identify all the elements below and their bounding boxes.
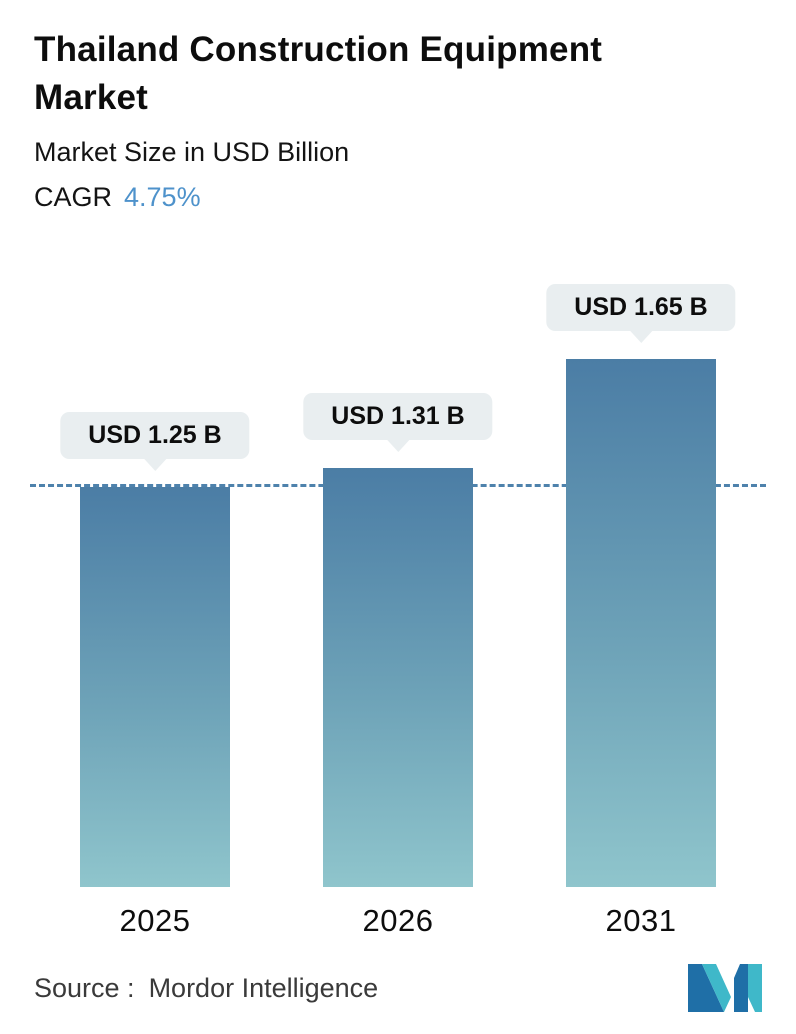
bar-2026	[323, 467, 473, 887]
data-label-pointer-icon	[629, 330, 652, 343]
data-label-2031: USD 1.65 B	[546, 283, 736, 343]
bars-row: USD 1.25 B USD 1.31 B USD 1.65 B	[34, 275, 762, 887]
x-axis-label-2031: 2031	[605, 902, 677, 938]
data-label-pointer-icon	[143, 458, 166, 471]
bar-group-2025: USD 1.25 B	[60, 275, 250, 887]
data-label-2025: USD 1.25 B	[60, 411, 250, 471]
source-label: Source :	[34, 972, 135, 1003]
cagr-row: CAGR 4.75%	[34, 182, 762, 213]
chart-title: Thailand Construction Equipment Market	[34, 30, 603, 118]
x-axis-label-2026: 2026	[362, 902, 434, 938]
data-label-pill: USD 1.25 B	[60, 411, 250, 459]
data-label-pointer-icon	[386, 439, 409, 452]
bar-chart: USD 1.25 B USD 1.31 B USD 1.65 B	[30, 275, 766, 887]
x-axis-labels: 2025 2026 2031	[34, 903, 762, 939]
bar-2025	[80, 486, 230, 887]
data-label-pill: USD 1.31 B	[303, 392, 493, 440]
x-axis-label-2025: 2025	[119, 902, 191, 938]
data-label-pill: USD 1.65 B	[546, 283, 736, 331]
source-value: Mordor Intelligence	[148, 972, 379, 1003]
bar-group-2026: USD 1.31 B	[303, 275, 493, 887]
cagr-label: CAGR	[34, 181, 113, 212]
source-attribution: Source : Mordor Intelligence	[34, 973, 378, 1004]
bar-group-2031: USD 1.65 B	[546, 275, 736, 887]
footer: Source : Mordor Intelligence	[34, 964, 762, 1034]
bar-2031	[566, 358, 716, 887]
data-label-2026: USD 1.31 B	[303, 392, 493, 452]
chart-subtitle: Market Size in USD Billion	[34, 136, 350, 167]
mordor-intelligence-logo	[688, 964, 762, 1012]
cagr-value: 4.75%	[124, 181, 201, 212]
